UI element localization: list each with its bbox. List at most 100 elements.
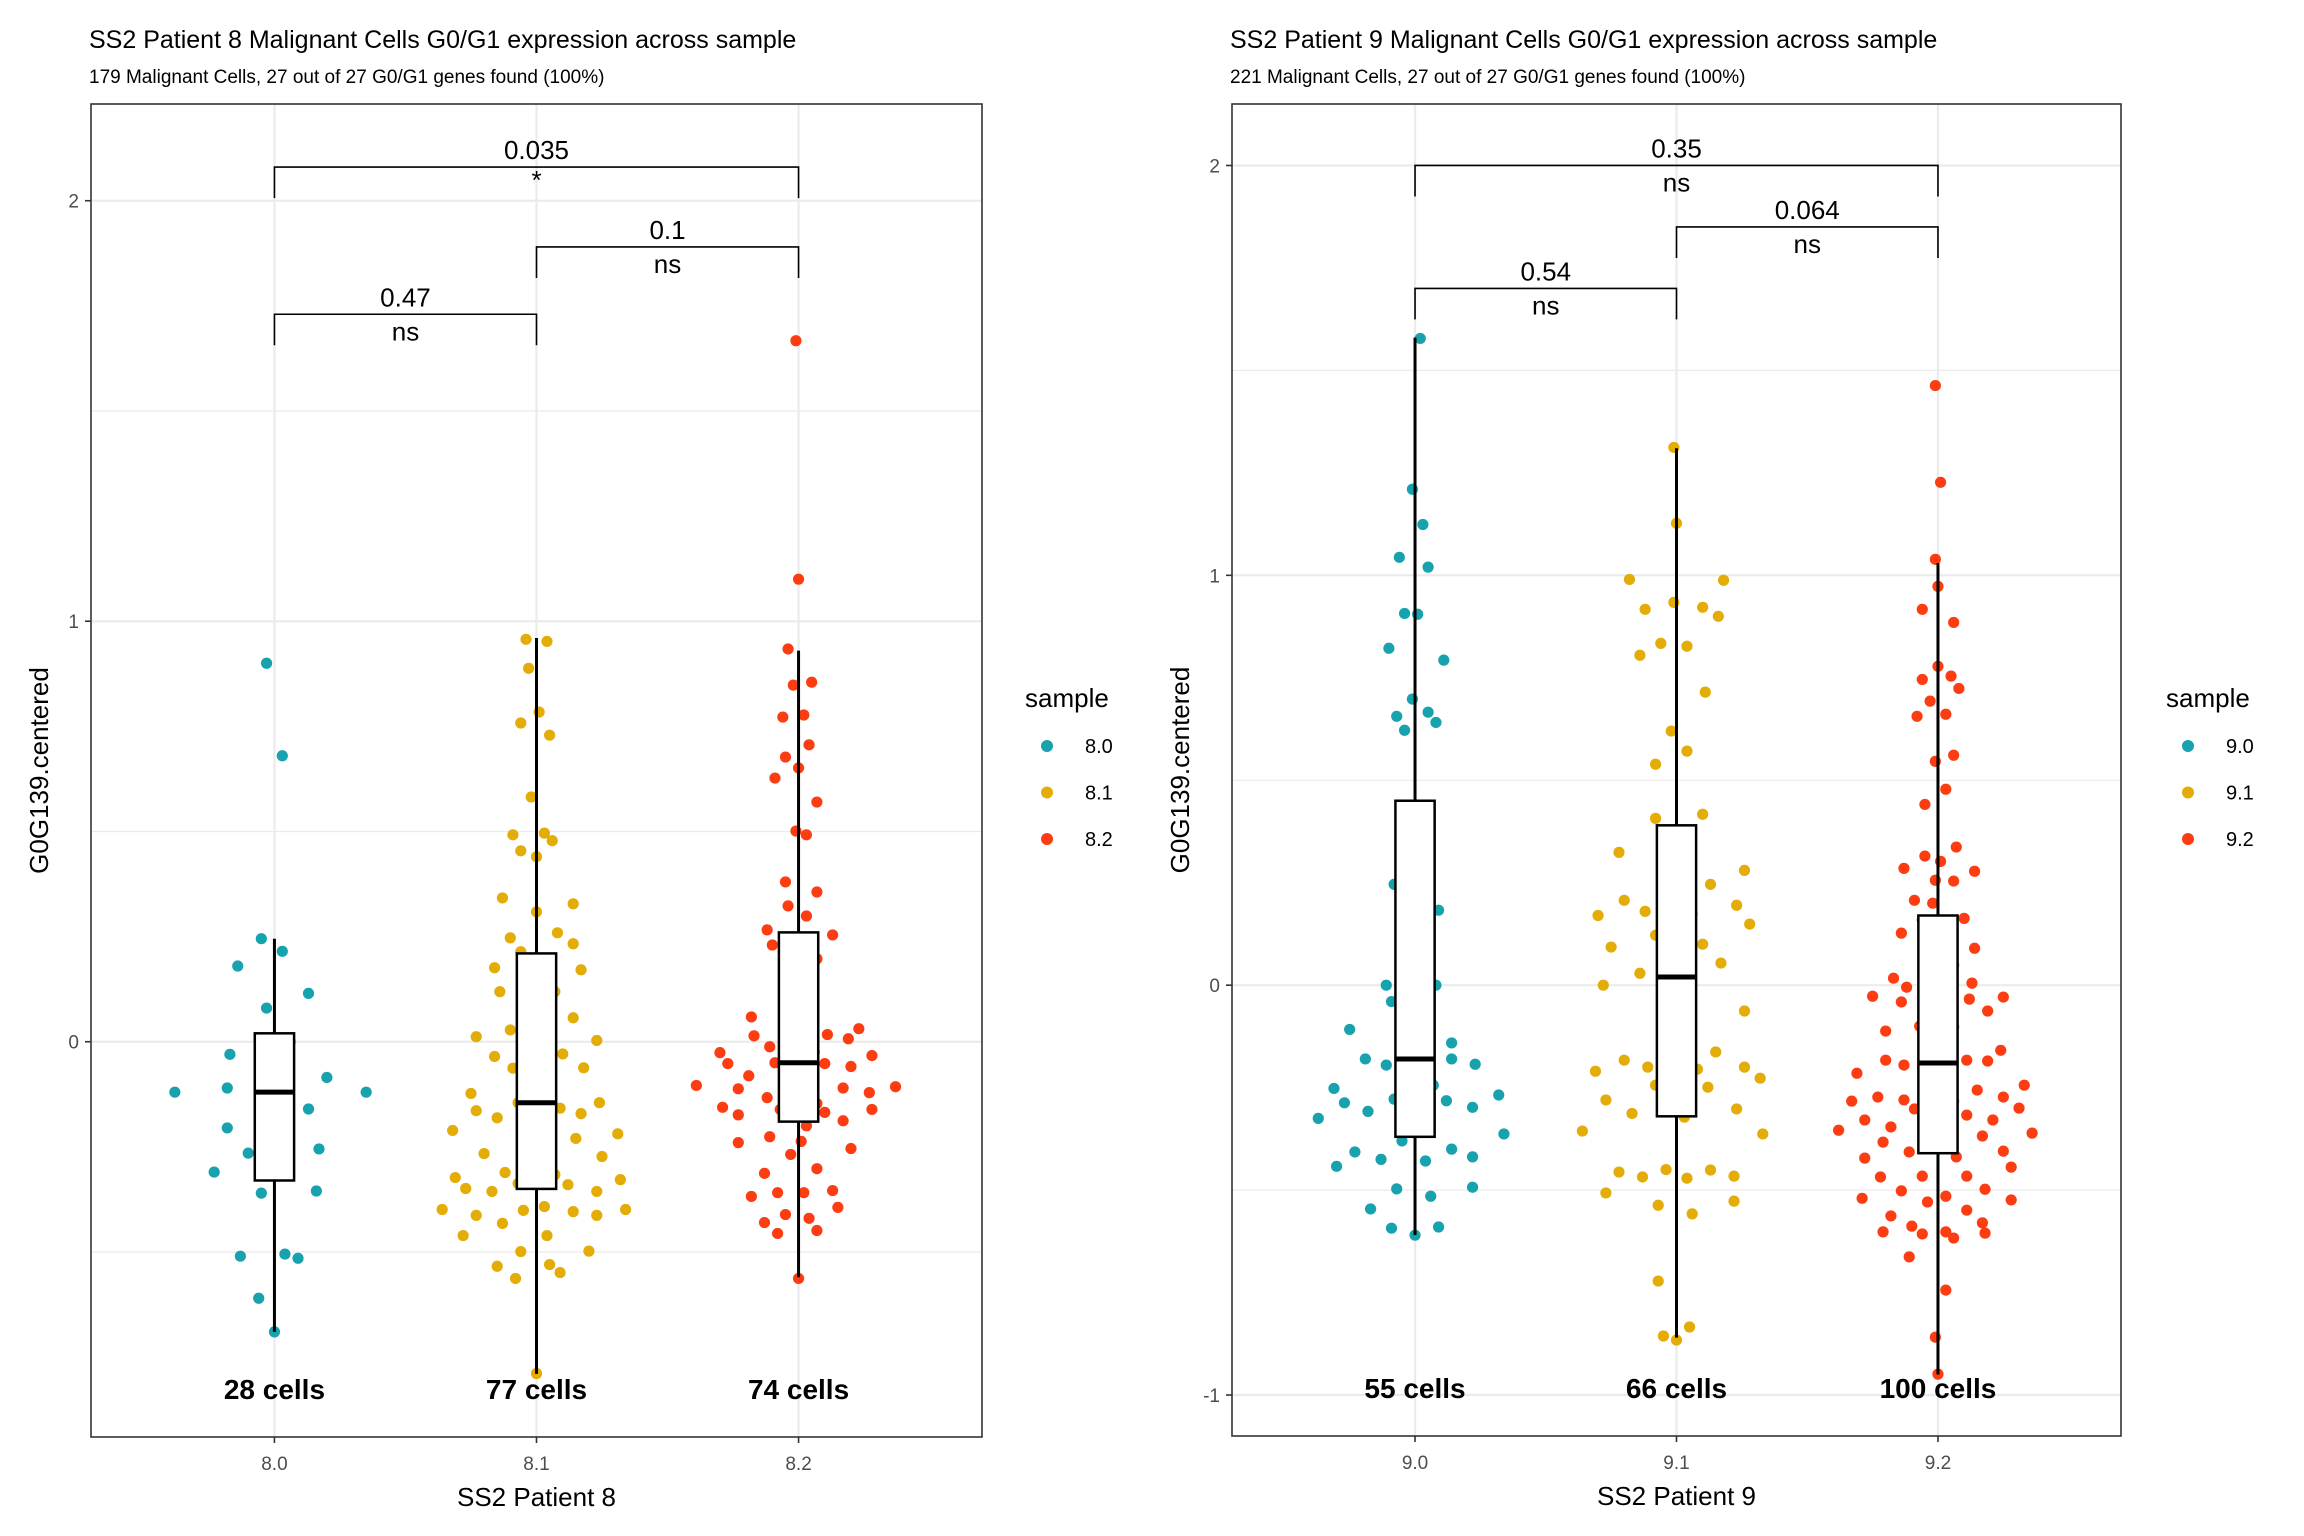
data-point (470, 1031, 482, 1043)
data-point (1710, 1046, 1722, 1058)
data-point (1885, 1121, 1897, 1133)
data-point (515, 717, 527, 729)
data-point (538, 1200, 550, 1213)
data-point (771, 1187, 784, 1199)
data-point (800, 910, 813, 922)
data-point (1945, 670, 1957, 682)
significance-bracket: 0.064 ns (1675, 195, 1939, 259)
data-point (1634, 649, 1646, 661)
data-point (819, 1106, 831, 1118)
data-point (1498, 1128, 1510, 1140)
boxplot-9.1 (1655, 448, 1698, 1338)
data-point (1380, 1059, 1392, 1071)
data-point (1995, 1044, 2007, 1056)
cell-count-label: 74 cells (748, 1374, 849, 1405)
data-point (583, 1245, 595, 1257)
data-point (562, 1179, 574, 1191)
data-point (866, 1050, 878, 1062)
boxplot-8.2 (777, 650, 820, 1278)
y-tick-label: 1 (68, 612, 79, 633)
data-point (1877, 1136, 1889, 1148)
significance-label: ns (1532, 290, 1559, 320)
data-point (1697, 938, 1709, 950)
data-point (1903, 1251, 1915, 1263)
data-point (1958, 912, 1970, 924)
data-point (260, 657, 273, 669)
data-point (1652, 1199, 1664, 1211)
legend: sample 8.0 8.1 8.2 (1025, 683, 1113, 851)
data-point (447, 1124, 459, 1137)
p-value-label: 0.035 (504, 135, 569, 165)
data-point (1859, 1152, 1871, 1164)
data-point (614, 1174, 626, 1186)
data-point (567, 1012, 579, 1024)
legend-marker (1041, 833, 1053, 845)
bracket-line (1414, 287, 1678, 320)
data-point (1916, 1228, 1928, 1240)
data-point (798, 1187, 810, 1199)
data-point (544, 729, 556, 741)
panel-2: SS2 Patient 9 Malignant Cells G0/G1 expr… (1165, 26, 2254, 1511)
data-point (276, 945, 288, 957)
data-point (1380, 979, 1392, 991)
x-tick-label: 9.0 (1402, 1453, 1428, 1474)
data-point (732, 1109, 744, 1121)
data-point (1961, 1170, 1973, 1182)
data-point (520, 633, 532, 645)
data-point (792, 1272, 805, 1285)
data-point (811, 1224, 823, 1237)
data-point (1422, 561, 1434, 573)
data-point (1929, 553, 1941, 565)
data-point (1597, 979, 1609, 991)
data-point (1660, 1164, 1672, 1176)
legend-marker (2182, 786, 2194, 799)
legend-label: 8.2 (1085, 829, 1113, 851)
data-point (837, 1115, 849, 1127)
data-point (1391, 710, 1403, 722)
data-point (779, 1208, 792, 1221)
data-point (748, 1030, 760, 1042)
data-point (1976, 1217, 1989, 1229)
panel-1: SS2 Patient 8 Malignant Cells G0/G1 expr… (24, 26, 1113, 1512)
data-point (360, 1086, 372, 1098)
data-point (578, 1062, 590, 1074)
data-point (758, 1216, 771, 1229)
significance-label: ns (1663, 167, 1690, 197)
data-point (1833, 1124, 1845, 1136)
data-point (1697, 808, 1709, 820)
data-point (292, 1252, 304, 1264)
x-tick-label: 8.1 (523, 1454, 549, 1475)
data-point (758, 1167, 771, 1179)
data-point (567, 938, 579, 950)
plot-area: 0.47 ns 0.1 ns 0.035* 28 cells 77 cells 74 cell… (91, 104, 982, 1437)
data-point (827, 929, 839, 941)
significance-label: * (531, 165, 541, 195)
data-point (460, 1182, 472, 1195)
data-point (845, 1060, 857, 1073)
data-point (1446, 1037, 1458, 1049)
data-point (310, 1185, 322, 1197)
data-point (567, 1206, 579, 1218)
data-point (499, 1166, 511, 1179)
data-point (486, 1185, 498, 1198)
data-point (1493, 1089, 1505, 1101)
data-point (1466, 1181, 1479, 1193)
data-point (478, 1147, 490, 1160)
data-point (837, 1082, 849, 1094)
data-point (1919, 850, 1931, 862)
data-point (771, 1227, 784, 1240)
data-point (591, 1209, 603, 1221)
data-point (1916, 603, 1928, 615)
data-point (1446, 1053, 1458, 1065)
data-point (1398, 607, 1411, 620)
y-axis-title: G0G139.centered (1165, 667, 1195, 874)
p-value-label: 0.54 (1520, 256, 1571, 286)
data-point (722, 1057, 734, 1070)
data-point (866, 1103, 878, 1116)
data-point (620, 1203, 632, 1216)
data-point (1916, 1170, 1928, 1182)
data-point (575, 1108, 587, 1120)
data-point (1940, 1226, 1952, 1238)
bracket-line (1675, 226, 1939, 258)
data-point (509, 1272, 522, 1285)
